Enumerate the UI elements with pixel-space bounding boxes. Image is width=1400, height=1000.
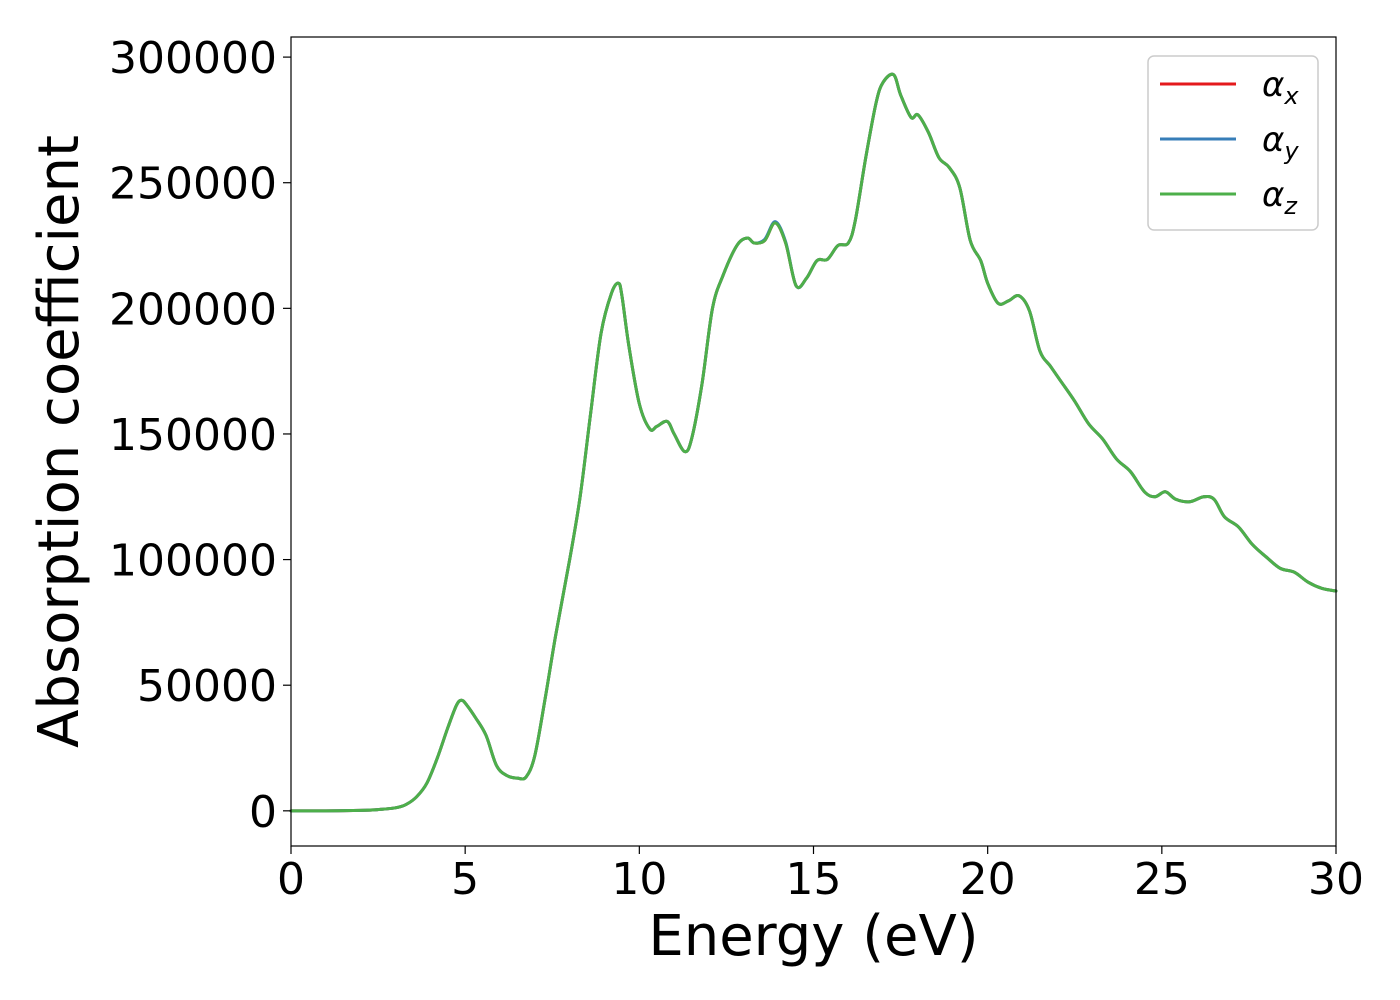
x-tick-label: 25 — [1134, 854, 1190, 905]
x-tick-label: 20 — [960, 854, 1016, 905]
legend-symbol: α — [1262, 175, 1284, 215]
x-tick-label: 10 — [611, 854, 667, 905]
x-tick-label: 15 — [786, 854, 842, 905]
series-line-3 — [289, 72, 1338, 813]
y-tick-label: 150000 — [109, 410, 277, 461]
y-axis-label: Absorption coefficient — [27, 135, 92, 748]
series-layer — [289, 72, 1338, 813]
x-tick-label: 30 — [1308, 854, 1364, 905]
legend-subscript: y — [1283, 137, 1299, 165]
y-tick-label: 50000 — [137, 661, 277, 712]
x-axis-ticks: 0 5 10 15 20 25 30 — [277, 846, 1364, 905]
y-tick-label: 200000 — [109, 284, 277, 335]
legend-label-2: αy — [1262, 120, 1299, 165]
legend-symbol: α — [1262, 65, 1284, 105]
legend-box — [1147, 55, 1319, 231]
y-tick-label: 300000 — [109, 33, 277, 84]
legend-label-3: αz — [1262, 175, 1298, 220]
y-tick-label: 250000 — [109, 159, 277, 210]
x-tick-label: 0 — [277, 854, 305, 905]
y-axis-ticks: 0 50000 100000 150000 200000 250000 300000 — [109, 33, 291, 838]
legend-subscript: z — [1283, 192, 1298, 220]
x-tick-label: 5 — [451, 854, 479, 905]
legend-subscript: x — [1283, 82, 1299, 110]
legend-label-1: αx — [1262, 65, 1299, 110]
legend-symbol: α — [1262, 120, 1284, 160]
y-tick-label: 0 — [249, 787, 277, 838]
y-tick-label: 100000 — [109, 536, 277, 587]
x-axis-label: Energy (eV) — [648, 904, 978, 969]
